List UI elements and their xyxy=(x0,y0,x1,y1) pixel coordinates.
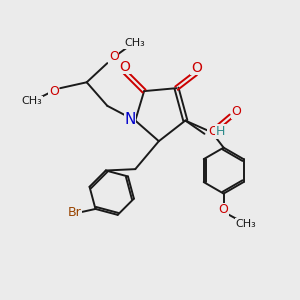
Text: CH₃: CH₃ xyxy=(124,38,145,48)
Text: O: O xyxy=(119,60,130,74)
Text: CH₃: CH₃ xyxy=(235,219,256,229)
Text: O: O xyxy=(191,61,202,75)
Text: O: O xyxy=(109,50,119,63)
Text: Br: Br xyxy=(68,206,81,219)
Text: O: O xyxy=(208,125,218,138)
Text: CH₃: CH₃ xyxy=(21,96,42,106)
Text: O: O xyxy=(231,105,241,118)
Text: O: O xyxy=(49,85,59,98)
Text: O: O xyxy=(219,203,229,216)
Text: H: H xyxy=(216,125,225,138)
Text: N: N xyxy=(124,112,136,127)
